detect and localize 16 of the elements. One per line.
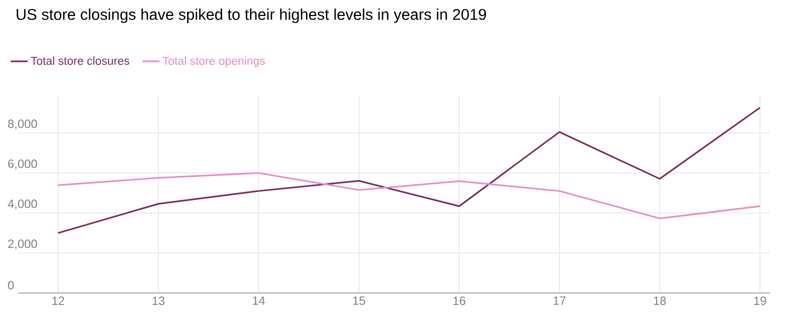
legend-label: Total store closures xyxy=(30,56,130,65)
x-tick-label: 14 xyxy=(252,296,265,305)
x-tick-label: 13 xyxy=(152,296,165,306)
y-tick-label: 4,000 xyxy=(8,200,38,210)
x-tick-label: 17 xyxy=(554,296,566,305)
x-tick-label: 18 xyxy=(654,296,666,306)
legend-label: Total store openings xyxy=(162,56,265,68)
x-tick-label: 15 xyxy=(353,296,366,305)
y-tick-label: 2,000 xyxy=(8,240,38,250)
chart-title: US store closings have spiked to their highest levels in years in 2019 xyxy=(16,8,486,23)
y-tick-label: 0 xyxy=(8,280,14,290)
x-tick-label: 12 xyxy=(52,296,64,305)
y-tick-label: 6,000 xyxy=(8,160,38,170)
x-tick-label: 16 xyxy=(453,296,466,306)
x-tick-label: 19 xyxy=(754,296,766,306)
y-tick-label: 8,000 xyxy=(8,120,38,130)
